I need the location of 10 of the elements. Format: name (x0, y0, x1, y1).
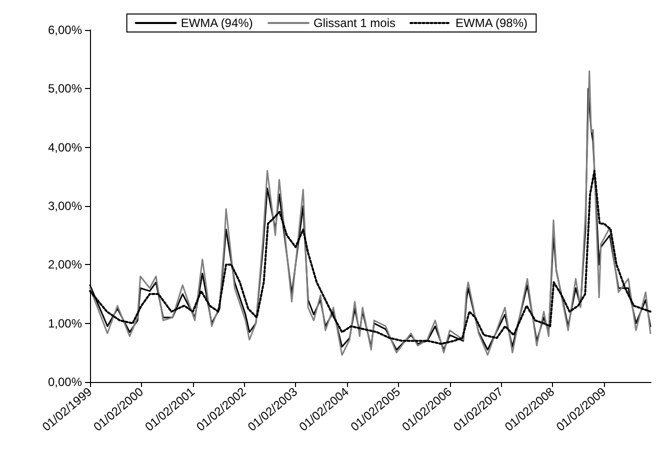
y-tick-label: 6,00% (48, 23, 82, 37)
y-tick-label: 2,00% (48, 258, 82, 272)
legend-label: EWMA (98%) (456, 16, 528, 30)
y-tick-label: 1,00% (48, 316, 82, 330)
legend-label: Glissant 1 mois (313, 16, 396, 30)
y-tick-label: 4,00% (48, 140, 82, 154)
legend-label: EWMA (94%) (180, 16, 253, 30)
y-tick-label: 3,00% (48, 199, 82, 213)
y-tick-label: 0,00% (48, 375, 82, 389)
y-tick-label: 5,00% (48, 82, 82, 96)
